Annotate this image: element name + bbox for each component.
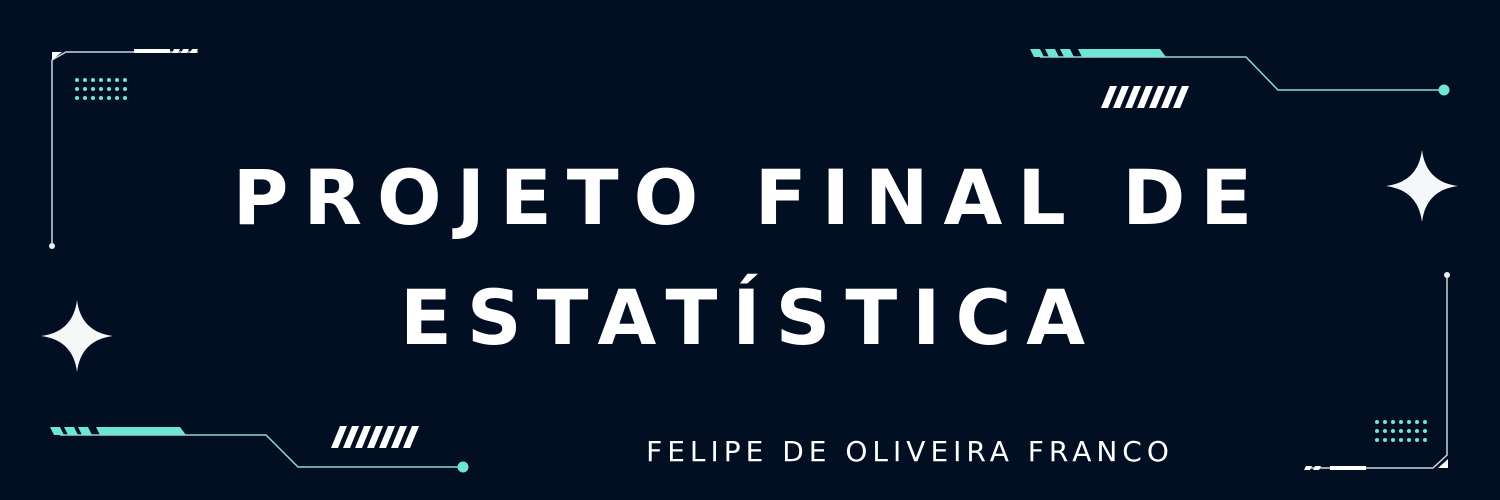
hud-connector-bottom-left [50, 427, 469, 473]
hud-corner-frame-top-left [49, 49, 198, 249]
page-title-line-1: PROJETO FINAL DE [232, 153, 1268, 242]
page-title-line-2: ESTATÍSTICA [399, 273, 1101, 362]
hatch-stripes-icon-bottom-left [331, 426, 419, 448]
hud-corner-frame-bottom-right [1304, 272, 1450, 470]
dot-grid-icon-top-left [75, 78, 127, 100]
dot-grid-icon-bottom-right [1375, 420, 1427, 442]
hatch-stripes-icon-top-right [1101, 86, 1189, 108]
hud-connector-top-right [1030, 49, 1450, 96]
author-name: FELIPE DE OLIVEIRA FRANCO [646, 435, 1174, 468]
sparkle-icon-left [41, 300, 113, 372]
sparkle-icon-right [1386, 150, 1458, 222]
